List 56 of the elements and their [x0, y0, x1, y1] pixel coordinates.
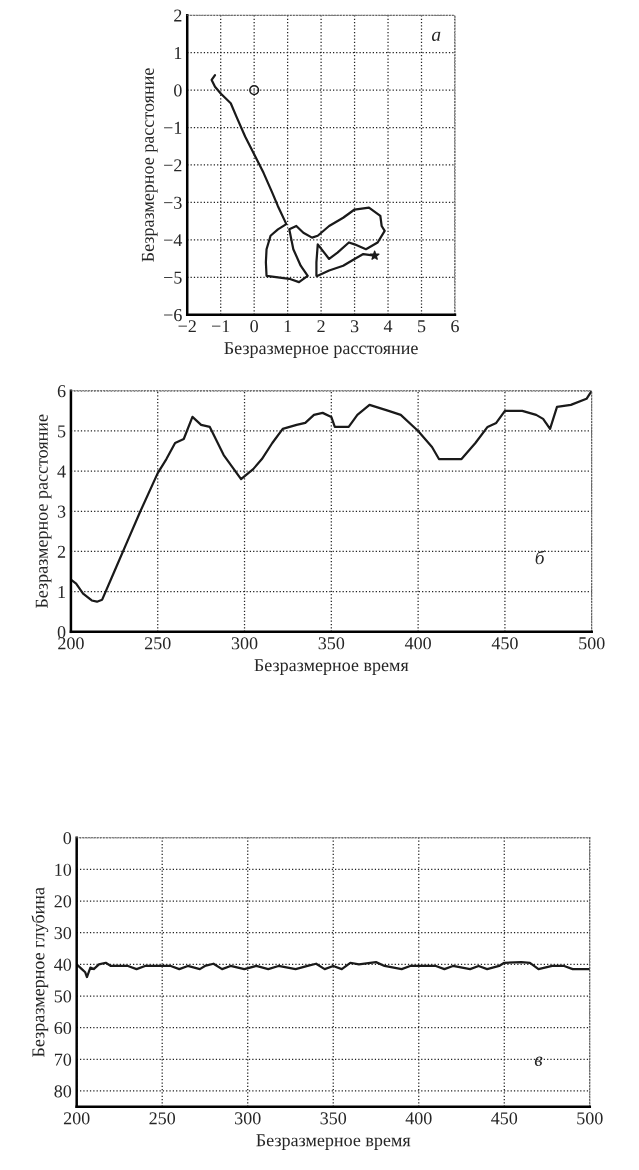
x-tick-label: 1 — [284, 320, 292, 333]
y-tick-label: −3 — [164, 196, 182, 209]
x-tick-label: 450 — [491, 637, 518, 650]
y-tick-label: 0 — [63, 831, 72, 845]
y-tick-label: 30 — [54, 926, 72, 940]
y-tick-label: 60 — [54, 1021, 72, 1035]
x-axis-title: Безразмерное время — [256, 1134, 411, 1150]
y-axis-title: Безразмерное глубина — [31, 887, 49, 1057]
x-tick-label: 200 — [58, 637, 84, 650]
y-tick-label: 70 — [54, 1053, 72, 1066]
annotation: в — [534, 1056, 543, 1066]
y-tick-label: 2 — [174, 9, 182, 22]
y-tick-label: 5 — [58, 425, 66, 438]
x-tick-label: 350 — [318, 637, 345, 650]
x-tick-label: 450 — [491, 1112, 518, 1125]
x-axis-title: Безразмерное время — [254, 659, 409, 675]
x-tick-label: −1 — [211, 320, 230, 333]
x-tick-label: 3 — [350, 320, 359, 333]
y-tick-label: 0 — [174, 84, 182, 97]
y-tick-label: 50 — [54, 990, 72, 1003]
x-tick-label: 4 — [383, 320, 393, 333]
y-tick-label: −1 — [164, 121, 182, 134]
x-tick-label: 400 — [405, 1112, 432, 1125]
y-tick-label: 40 — [54, 958, 72, 971]
x-tick-label: 500 — [579, 637, 605, 650]
y-tick-label: 0 — [57, 626, 66, 639]
x-axis-title: Безразмерное расстояние — [224, 342, 418, 358]
y-axis-title: Безразмерное расстояние — [35, 414, 52, 609]
y-tick-label: 80 — [54, 1085, 72, 1098]
y-axis-title: Безразмерное расстояние — [141, 68, 158, 262]
y-tick-label: 3 — [57, 505, 66, 518]
y-tick-label: 20 — [54, 895, 72, 908]
x-tick-label: 2 — [317, 320, 325, 333]
y-tick-label: −5 — [164, 271, 182, 284]
y-tick-label: 2 — [57, 545, 66, 558]
x-tick-label: 0 — [250, 320, 258, 333]
x-tick-label: 500 — [577, 1112, 603, 1125]
y-tick-label: −4 — [164, 234, 183, 247]
x-tick-label: 350 — [320, 1112, 347, 1125]
x-tick-label: 250 — [144, 637, 171, 650]
y-tick-label: 1 — [174, 46, 182, 59]
y-tick-label: −6 — [164, 309, 182, 322]
x-tick-label: 250 — [149, 1112, 176, 1125]
x-tick-label: 5 — [418, 320, 426, 333]
y-tick-label: 4 — [57, 465, 66, 478]
y-tick-label: −2 — [164, 159, 182, 172]
y-tick-label: 10 — [55, 863, 72, 876]
annotation: а — [431, 31, 441, 42]
x-tick-label: 6 — [451, 320, 459, 333]
y-tick-label: 6 — [57, 385, 66, 398]
x-tick-label: 300 — [231, 637, 258, 650]
x-tick-label: 400 — [404, 637, 431, 650]
annotation: б — [535, 550, 546, 565]
y-tick-label: 1 — [58, 585, 65, 598]
x-tick-label: 300 — [235, 1112, 261, 1125]
x-tick-label: 200 — [63, 1112, 90, 1125]
